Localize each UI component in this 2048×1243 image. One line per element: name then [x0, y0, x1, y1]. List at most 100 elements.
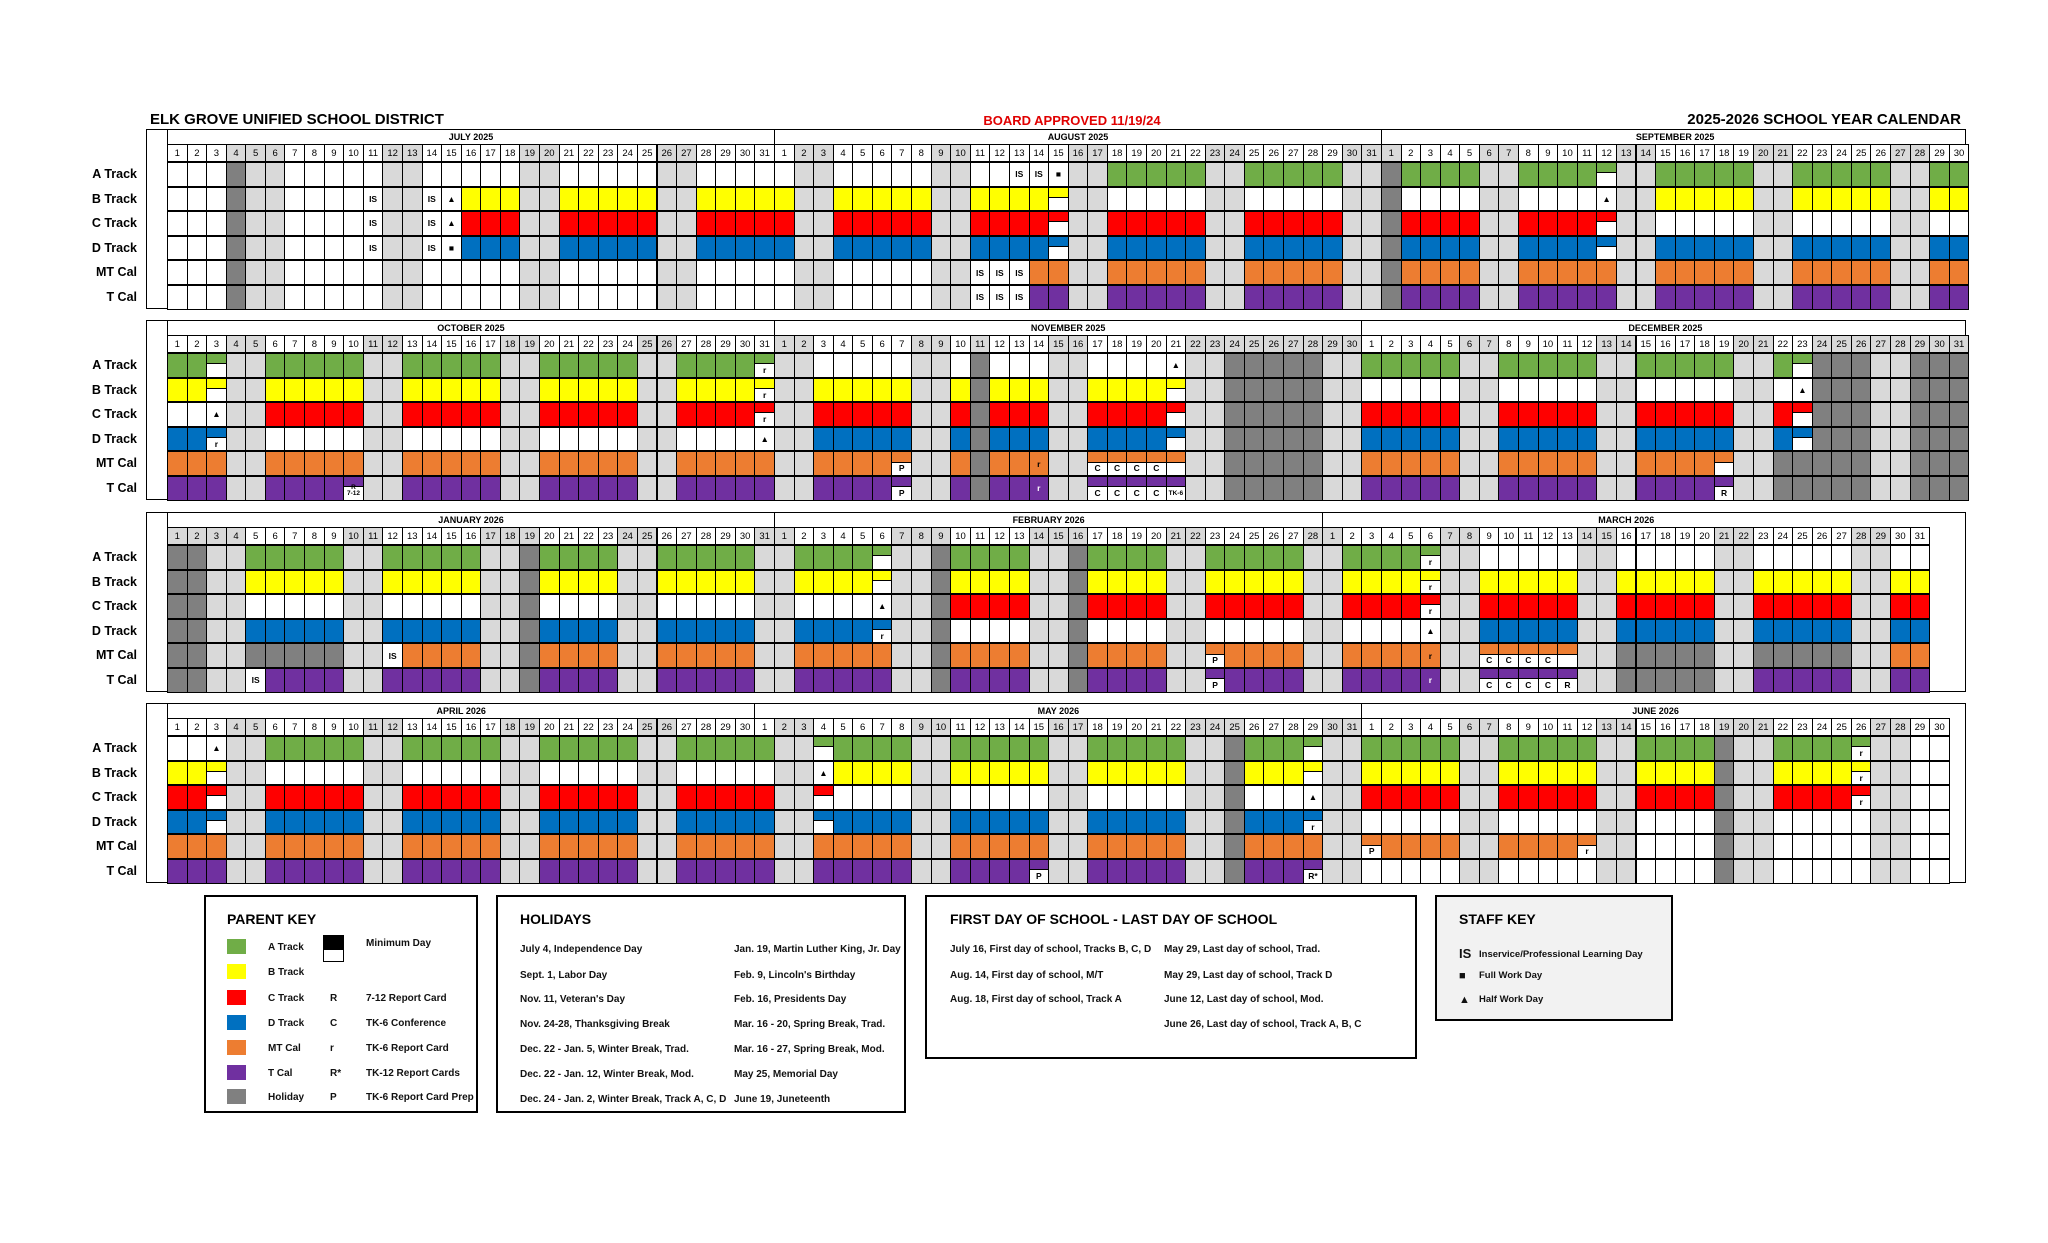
- day-cell: [441, 402, 462, 427]
- day-cell: [1283, 353, 1304, 378]
- day-number: 26: [1263, 144, 1285, 162]
- day-cell: [382, 377, 403, 403]
- day-cell: [1420, 260, 1441, 285]
- day-cell: [1890, 594, 1911, 619]
- day-number: 31: [1909, 527, 1931, 545]
- day-cell: [695, 260, 717, 285]
- day-number: 21: [1165, 335, 1187, 353]
- day-cell: [793, 451, 815, 476]
- day-cell: [1224, 643, 1245, 668]
- day-cell: [891, 377, 913, 403]
- day-cell: [382, 285, 403, 310]
- minimum-day-blank: [207, 819, 226, 834]
- day-cell: [1380, 377, 1402, 403]
- day-cell: [695, 377, 717, 403]
- day-number: 2: [186, 144, 208, 162]
- day-number: 16: [460, 718, 482, 736]
- day-cell: [1420, 426, 1441, 452]
- day-cell: [1694, 451, 1715, 476]
- day-cell: [1557, 260, 1578, 285]
- day-cell: [969, 353, 991, 378]
- day-cell: [597, 668, 619, 693]
- day-cell: [656, 451, 678, 476]
- day-cell: [401, 736, 423, 761]
- day-cell: [343, 760, 364, 786]
- day-cell: [362, 569, 384, 595]
- day-cell: [1850, 235, 1872, 261]
- day-cell: [323, 760, 345, 786]
- day-cell: [1420, 186, 1441, 212]
- day-cell: [989, 618, 1010, 644]
- day-cell: [1909, 186, 1931, 212]
- day-cell: [1674, 859, 1696, 884]
- day-cell: [715, 162, 736, 187]
- day-cell: [617, 235, 638, 261]
- day-cell: [1792, 643, 1813, 668]
- day-cell: [1302, 211, 1324, 236]
- first-last-title: FIRST DAY OF SCHOOL - LAST DAY OF SCHOOL: [950, 911, 1278, 927]
- day-cell: [1635, 736, 1657, 761]
- day-cell: [401, 476, 423, 501]
- day-cell: [1478, 162, 1500, 187]
- day-cell: [1008, 785, 1030, 810]
- day-cell: [1498, 545, 1520, 570]
- day-cell: [989, 235, 1010, 261]
- day-cell: [186, 186, 208, 212]
- day-cell: [1146, 809, 1167, 835]
- day-cell: [911, 353, 932, 378]
- day-cell: [1498, 476, 1520, 501]
- day-number: 30: [734, 718, 756, 736]
- day-cell: [1067, 260, 1089, 285]
- day-number: 14: [1615, 335, 1637, 353]
- day-cell: [695, 569, 717, 595]
- day-cell: [304, 211, 325, 236]
- day-number: 12: [969, 718, 991, 736]
- day-cell: [1106, 285, 1128, 310]
- day-cell: [852, 618, 873, 644]
- day-cell: [1380, 760, 1402, 786]
- day-cell: [1126, 186, 1147, 212]
- day-cell: [950, 618, 971, 644]
- day-cell: [1635, 402, 1657, 427]
- day-cell: [1204, 377, 1226, 403]
- day-cell: [539, 618, 560, 644]
- day-cell: [1008, 451, 1030, 476]
- day-cell: [989, 569, 1010, 595]
- day-cell: [1185, 402, 1206, 427]
- day-cell: [617, 569, 638, 595]
- day-cell: [734, 618, 756, 644]
- day-cell: [460, 643, 482, 668]
- day-cell: [695, 618, 717, 644]
- day-number: 1: [1361, 335, 1382, 353]
- day-cell: [1185, 618, 1206, 644]
- day-cell: [832, 476, 854, 501]
- day-cell: [1713, 809, 1735, 835]
- day-cell: [1576, 402, 1598, 427]
- day-cell: [1165, 760, 1187, 786]
- day-cell: [1067, 426, 1089, 452]
- day-cell: [1400, 760, 1422, 786]
- day-cell: [1909, 785, 1931, 810]
- row-label: B Track: [91, 382, 137, 397]
- day-cell: [793, 594, 815, 619]
- minimum-day-blank: [814, 746, 833, 760]
- day-code: r: [880, 630, 884, 641]
- swatch-label: T Cal: [268, 1068, 293, 1079]
- day-cell: [1870, 451, 1892, 476]
- day-cell: [852, 785, 873, 810]
- day-cell: [558, 353, 580, 378]
- day-cell: [1400, 668, 1422, 693]
- swatch-label: C Track: [268, 993, 305, 1004]
- day-number: 17: [1087, 144, 1108, 162]
- day-number: 18: [1713, 144, 1735, 162]
- day-number: 15: [1028, 718, 1050, 736]
- day-cell: [323, 235, 345, 261]
- day-number: 18: [1655, 527, 1676, 545]
- month-header: DECEMBER 2025: [1361, 321, 1968, 335]
- day-cell: [1733, 668, 1754, 693]
- day-number: 5: [832, 718, 854, 736]
- day-cell: [578, 569, 599, 595]
- day-cell: [539, 834, 560, 859]
- minimum-day-blank: [1205, 678, 1225, 692]
- day-cell: [1067, 760, 1089, 786]
